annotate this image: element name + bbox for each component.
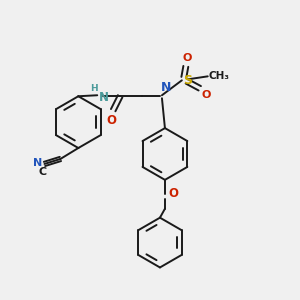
Text: CH₃: CH₃ xyxy=(209,71,230,81)
Text: N: N xyxy=(33,158,43,168)
Text: O: O xyxy=(202,90,211,100)
Text: O: O xyxy=(106,114,116,127)
Text: C: C xyxy=(38,167,46,177)
Text: S: S xyxy=(183,74,192,87)
Text: H: H xyxy=(90,84,98,93)
Text: N: N xyxy=(99,91,109,104)
Text: O: O xyxy=(182,53,191,63)
Text: O: O xyxy=(168,187,178,200)
Text: N: N xyxy=(161,81,171,94)
